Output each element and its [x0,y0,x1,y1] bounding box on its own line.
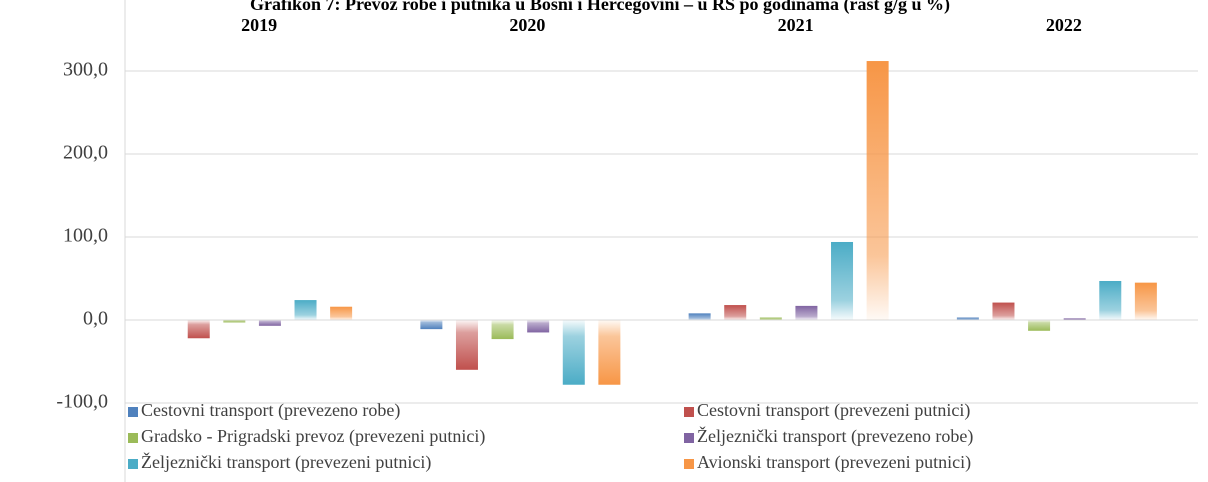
bar [1134,282,1157,320]
bar [724,305,747,320]
bar [187,320,210,339]
bar [455,320,478,370]
legend-swatch [128,433,138,443]
y-tick-label: 0,0 [83,308,108,330]
bar [1028,320,1051,331]
y-tick-label: 100,0 [63,225,108,247]
legend-label: Cestovni transport (prevezeno robe) [141,400,400,421]
y-tick-label: -100,0 [56,391,108,413]
bar [956,317,979,320]
legend-swatch [128,407,138,417]
legend-swatch [684,407,694,417]
bar [330,306,353,320]
bar [795,305,818,320]
bar [1099,280,1122,320]
legend-label: Željeznički transport (prevezeni putnici… [141,451,431,473]
category-label: 2020 [509,15,545,35]
legend-swatch [684,433,694,443]
legend-swatch [684,459,694,469]
y-tick-label: 200,0 [63,142,108,164]
legend-swatch [128,459,138,469]
bar [258,320,281,326]
chart-title: Grafikon 7: Prevoz robe i putnika u Bosn… [250,0,950,15]
bar [562,320,585,385]
legend-label: Željeznički transport (prevezeno robe) [697,425,973,447]
category-label: 2019 [241,15,277,35]
bar [992,302,1015,320]
bar [420,320,443,330]
legend-label: Avionski transport (prevezeni putnici) [697,452,971,473]
y-tick-label: 300,0 [63,59,108,81]
bar [688,313,711,320]
bar [223,320,246,323]
bar [294,300,317,320]
bar [866,61,889,320]
bar [527,320,550,333]
bar [759,317,782,320]
legend-label: Cestovni transport (prevezeni putnici) [697,400,970,421]
bar [1063,318,1086,320]
bar [491,320,514,340]
legend-label: Gradsko - Prigradski prevoz (prevezeni p… [141,426,485,447]
bar [598,320,621,385]
category-label: 2022 [1046,15,1082,35]
category-label: 2021 [778,15,814,35]
bar [831,241,854,320]
